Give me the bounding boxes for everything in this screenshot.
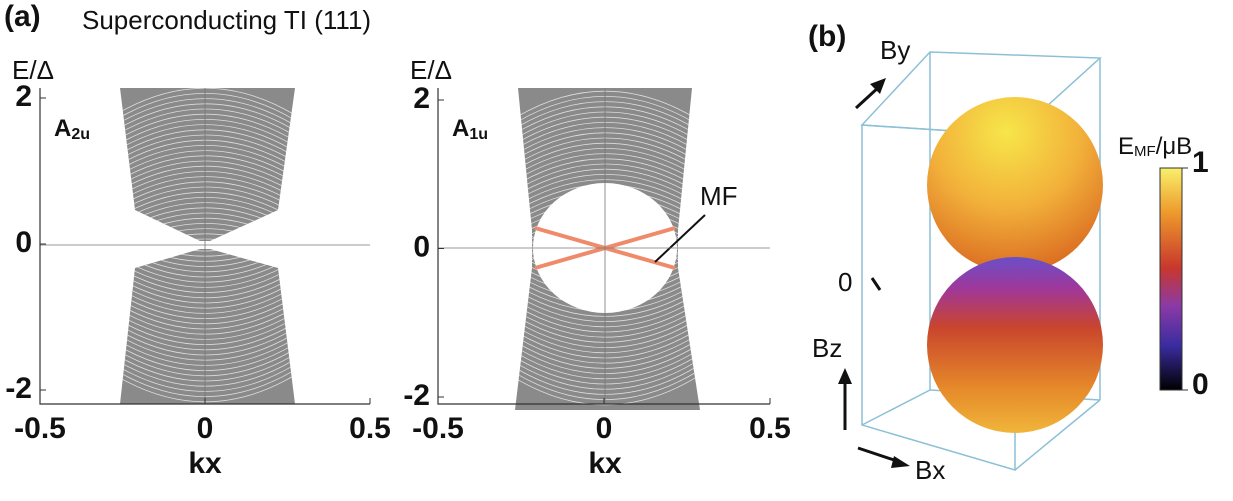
x-axis-label: kx: [588, 447, 622, 480]
colorbar-tick-label: 1: [1192, 146, 1209, 179]
y-tick-label: -2: [403, 379, 430, 412]
sphere-top: [927, 97, 1103, 273]
symmetry-label: A1u: [452, 115, 488, 143]
x-tick-label: 0.5: [349, 412, 391, 445]
x-axis-label: kx: [188, 447, 222, 480]
panel-label: (b): [808, 20, 846, 53]
x-tick-label: -0.5: [14, 412, 66, 445]
band-plot: MF -0.5 0 0.5 -2 0 2E/Δ kx A1u: [403, 55, 791, 480]
colorbar-label: EMF/μB: [1118, 133, 1192, 160]
x-tick-label: -0.5: [412, 412, 464, 445]
symmetry-base: A: [54, 115, 71, 142]
y-axis-label: E/Δ: [410, 55, 452, 85]
page: {"panel_a": {"label": "(a)", "title": "S…: [0, 0, 1233, 496]
y-tick-label: 0: [413, 230, 430, 263]
colorbar-tick-label: 0: [1192, 368, 1209, 401]
y-tick-label: 0: [15, 226, 32, 259]
mf-label: MF: [700, 181, 738, 211]
panel-title: Superconducting TI (111): [82, 5, 371, 35]
axis-label: By: [880, 35, 910, 65]
sphere-bottom: [927, 257, 1103, 433]
y-tick-label: 2: [413, 82, 430, 115]
axis-label: Bz: [812, 333, 842, 363]
y-axis-label: E/Δ: [12, 55, 54, 85]
symmetry-label: A2u: [54, 115, 90, 143]
symmetry-base: A: [452, 115, 469, 142]
x-tick-label: 0: [197, 412, 214, 445]
figure: (a) Superconducting TI (111) (b) By Bz B…: [0, 0, 1233, 496]
symmetry-sub: 2u: [71, 126, 90, 143]
axis-label: Bx: [915, 455, 945, 485]
panel-label: (a): [4, 0, 41, 33]
y-tick-label: -2: [5, 372, 32, 405]
panel-b: By Bz Bx 0 EMF/μB: [812, 35, 1192, 485]
zero-tick: 0: [838, 267, 852, 297]
colorbar: [1160, 168, 1182, 390]
symmetry-sub: 1u: [469, 126, 488, 143]
x-tick-label: 0: [596, 412, 613, 445]
x-tick-label: 0.5: [749, 412, 791, 445]
